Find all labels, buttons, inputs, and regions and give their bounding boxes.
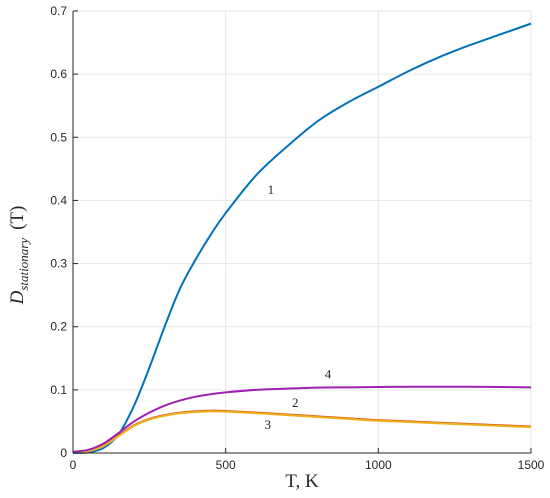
series-line-4 bbox=[72, 385, 532, 453]
y-axis-title-main: D bbox=[7, 290, 28, 305]
curve-label-3: 3 bbox=[265, 417, 272, 432]
x-tick-label: 500 bbox=[216, 458, 236, 472]
y-tick-label: 0.2 bbox=[50, 320, 67, 334]
svg-text:Dstationary(T): Dstationary (T) bbox=[7, 206, 31, 306]
axes bbox=[72, 10, 532, 454]
plot-area bbox=[73, 11, 531, 453]
series-lines bbox=[72, 22, 532, 454]
tick-labels: 0 500 1000 1500 0 0.1 0.2 0.3 0.4 0.5 0.6 0.7 bbox=[50, 4, 544, 472]
y-tick-label: 0.1 bbox=[50, 383, 67, 397]
y-tick-label: 0.4 bbox=[50, 193, 67, 207]
y-tick-label: 0.3 bbox=[50, 257, 67, 271]
y-axis-title-suffix: (T) bbox=[7, 206, 28, 230]
y-axis-title: Dstationary (T) bbox=[7, 206, 31, 306]
y-tick-label: 0.5 bbox=[50, 130, 67, 144]
x-tick-label: 1500 bbox=[518, 458, 545, 472]
x-axis-title: T, K bbox=[285, 471, 319, 492]
y-tick-label: 0.7 bbox=[50, 4, 67, 18]
x-tick-label: 1000 bbox=[365, 458, 392, 472]
series-line-1 bbox=[72, 22, 532, 454]
x-tick-label: 0 bbox=[70, 458, 77, 472]
y-tick-label: 0 bbox=[60, 446, 67, 460]
series-line-3 bbox=[72, 410, 532, 454]
grid bbox=[72, 10, 532, 454]
y-tick-label: 0.6 bbox=[50, 67, 67, 81]
curve-label-2: 2 bbox=[292, 395, 299, 410]
curve-label-4: 4 bbox=[325, 366, 332, 381]
y-axis-title-subscript: stationary bbox=[16, 238, 31, 291]
curve-labels: 1 2 3 4 bbox=[265, 182, 332, 432]
curve-label-1: 1 bbox=[268, 182, 275, 197]
